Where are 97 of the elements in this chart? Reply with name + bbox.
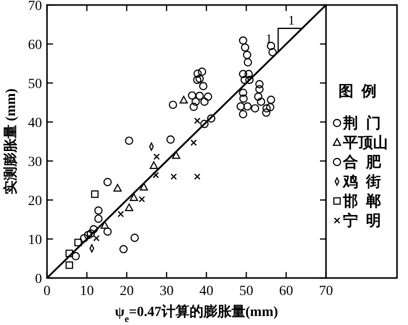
point <box>72 252 80 260</box>
point <box>194 173 200 180</box>
point <box>262 108 270 117</box>
legend-label: 平顶山 <box>342 134 388 152</box>
point <box>74 238 82 246</box>
point <box>180 96 188 104</box>
point <box>243 102 252 111</box>
legend-label: 鸡街 <box>342 174 389 190</box>
x-axis-title: ψ$_{e}$=0.47计算的膨胀量(mm) <box>114 304 278 324</box>
x-tick-label: 50 <box>239 284 254 299</box>
x-tick-label: 10 <box>80 284 94 299</box>
point <box>190 139 197 146</box>
point <box>100 221 109 229</box>
point <box>266 103 274 112</box>
point <box>94 214 103 223</box>
point <box>91 190 99 198</box>
point <box>242 50 252 60</box>
point <box>207 114 216 123</box>
point <box>84 230 92 240</box>
point <box>244 58 252 66</box>
point <box>268 48 277 56</box>
x-tick-label: 20 <box>120 284 134 299</box>
point <box>194 118 200 124</box>
point <box>240 76 249 84</box>
point <box>239 94 248 103</box>
point <box>130 193 138 202</box>
point <box>200 98 209 106</box>
point <box>130 234 139 242</box>
point <box>103 178 112 186</box>
point <box>86 229 95 238</box>
annotation: 1 <box>288 12 295 28</box>
y-tick-label: 40 <box>28 116 42 131</box>
legend-title: 图例 <box>338 83 384 100</box>
point <box>256 98 266 106</box>
point <box>89 225 98 234</box>
y-tick-label: 70 <box>28 0 42 14</box>
point <box>196 92 204 100</box>
point <box>238 110 248 118</box>
legend-label: 荆门 <box>342 114 389 132</box>
point <box>199 82 208 90</box>
point <box>168 100 178 109</box>
point <box>194 69 202 78</box>
y-tick-label: 10 <box>28 233 42 248</box>
point <box>190 102 198 111</box>
point <box>238 70 248 78</box>
y-tick-label: 20 <box>28 194 42 209</box>
point <box>94 206 103 215</box>
point <box>266 42 276 50</box>
legend-label: 宁明 <box>343 212 389 230</box>
point <box>255 80 264 88</box>
point <box>124 136 134 145</box>
point <box>113 184 122 192</box>
point <box>80 234 88 242</box>
y-tick-label: 30 <box>28 155 42 170</box>
point <box>118 210 124 218</box>
x-tick-label: 40 <box>199 284 214 299</box>
point <box>200 120 209 128</box>
point <box>153 154 160 160</box>
point <box>93 235 100 242</box>
point <box>150 161 158 170</box>
x-tick-label: 30 <box>160 284 174 299</box>
point <box>198 68 206 76</box>
point <box>172 151 180 159</box>
point <box>196 74 204 83</box>
point <box>124 203 134 212</box>
y-tick-label: 0 <box>35 272 42 287</box>
point <box>244 70 253 78</box>
point <box>250 104 260 112</box>
legend-label: 邯郸 <box>342 192 389 210</box>
legend-label: 合肥 <box>342 154 389 171</box>
point <box>103 227 112 236</box>
point <box>66 261 74 269</box>
point <box>266 96 276 104</box>
point <box>238 88 248 97</box>
point <box>66 250 74 258</box>
point <box>188 91 196 100</box>
point <box>245 76 254 84</box>
point <box>238 36 248 45</box>
point <box>140 182 148 190</box>
point <box>254 92 262 101</box>
point <box>193 76 202 84</box>
point <box>255 85 264 94</box>
point <box>152 172 160 178</box>
point <box>192 98 200 106</box>
point <box>262 104 271 112</box>
point <box>138 196 146 202</box>
point <box>166 135 175 144</box>
point <box>236 102 245 111</box>
point <box>204 92 212 101</box>
y-tick-label: 60 <box>28 38 42 53</box>
x-tick-label: 70 <box>319 284 333 299</box>
point <box>240 43 250 52</box>
y-axis-title: 实测膨胀量 (mm) <box>2 88 19 195</box>
point <box>170 173 177 180</box>
x-tick-label: 60 <box>279 284 294 299</box>
point <box>119 244 128 254</box>
y-tick-label: 50 <box>28 77 42 92</box>
